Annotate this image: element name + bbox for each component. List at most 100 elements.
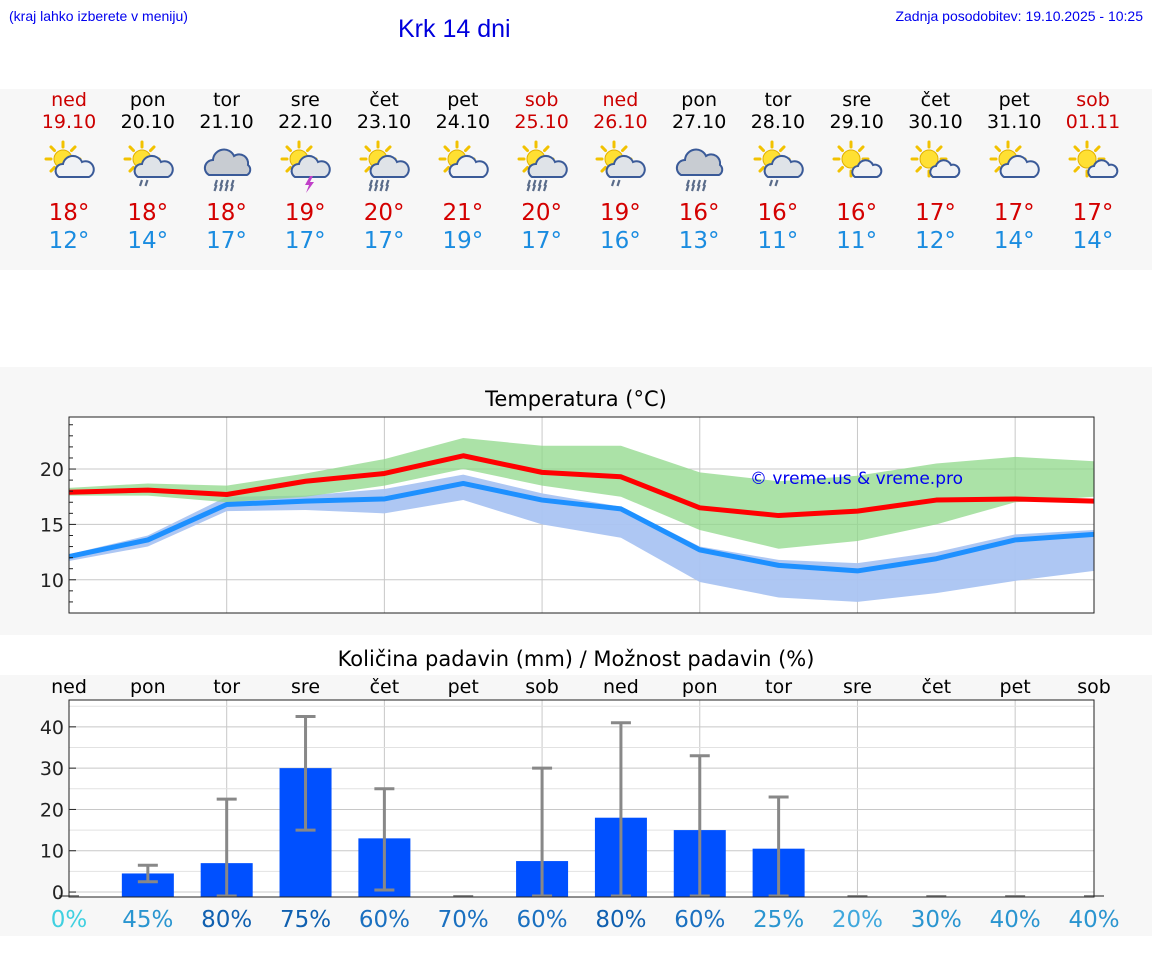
day-name: sre <box>842 89 872 111</box>
max-temperature: 16° <box>757 200 799 226</box>
plot-frame <box>68 699 1095 898</box>
cloud-heavy-rain-icon <box>676 148 724 192</box>
day-name: pon <box>681 89 718 111</box>
precipitation-probability: 60% <box>674 907 725 933</box>
min-temperature-line <box>68 480 1095 574</box>
day-date: 30.10 <box>908 111 963 133</box>
min-temperature: 12° <box>915 228 956 254</box>
x-category-label: pon <box>682 676 718 698</box>
sun-cloud-icon <box>989 140 1041 178</box>
day-date: 23.10 <box>356 111 412 133</box>
sun-cloud-small-icon <box>910 140 961 178</box>
max-temperature: 19° <box>599 200 641 226</box>
precipitation-probability: 60% <box>359 907 410 933</box>
y-tick-label: 15 <box>40 514 64 536</box>
day-column: tor 28.10 16° 11° <box>733 89 823 255</box>
day-date: 29.10 <box>829 111 884 133</box>
min-temperature: 17° <box>521 228 562 254</box>
y-tick-label: 40 <box>40 717 64 739</box>
temperature-chart-title: Temperatura (°C) <box>485 387 667 411</box>
precipitation-probability: 70% <box>438 907 489 933</box>
max-temperature-line <box>68 453 1095 519</box>
max-temperature: 20° <box>363 200 405 226</box>
x-category-label: sre <box>291 676 320 698</box>
day-name: tor <box>764 89 792 111</box>
day-column: pon 27.10 16° 13° <box>654 89 744 255</box>
day-name: čet <box>920 89 951 111</box>
min-temperature: 17° <box>363 228 405 254</box>
day-column: čet 23.10 20° 17° <box>339 89 429 255</box>
precipitation-probability: 0% <box>51 907 88 933</box>
day-date: 22.10 <box>278 111 333 133</box>
precipitation-chart-title: Količina padavin (mm) / Možnost padavin … <box>337 647 815 671</box>
max-temperature: 16° <box>678 200 720 226</box>
day-name: sob <box>1076 89 1110 111</box>
x-category-label: ned <box>51 676 87 698</box>
max-temperature: 18° <box>127 200 169 226</box>
min-temperature: 17° <box>206 228 247 254</box>
x-category-label: pet <box>448 676 479 698</box>
day-column: ned 19.10 18° 12° <box>24 89 114 255</box>
day-column: sob 25.10 20° 17° <box>497 89 587 255</box>
day-name: tor <box>213 89 240 111</box>
sun-cloud-rain-icon <box>595 140 647 187</box>
sun-cloud-rain-icon <box>753 140 804 187</box>
max-temperature: 17° <box>1072 200 1114 226</box>
min-temperature: 14° <box>993 228 1035 254</box>
day-date: 25.10 <box>514 111 569 133</box>
day-date: 28.10 <box>750 111 806 133</box>
plot-frame <box>68 416 1095 614</box>
day-name: pon <box>129 89 166 111</box>
x-category-label: pon <box>130 676 166 698</box>
precipitation-probability: 75% <box>280 907 331 933</box>
daily-forecast-band <box>0 89 1152 270</box>
min-temperature: 17° <box>284 228 326 254</box>
sun-cloud-heavy-rain-icon <box>359 140 410 192</box>
day-name: sob <box>524 89 559 111</box>
day-column: pet 31.10 17° 14° <box>969 89 1059 255</box>
x-category-label: pet <box>1000 676 1031 698</box>
y-tick-label: 0 <box>52 882 64 904</box>
day-column: pon 20.10 18° 14° <box>103 89 193 255</box>
x-category-label: čet <box>922 676 952 698</box>
precipitation-probability: 30% <box>911 907 962 933</box>
day-column: sre 29.10 16° 11° <box>812 89 902 255</box>
y-tick-label: 30 <box>40 758 64 780</box>
x-category-label: sob <box>525 676 559 698</box>
min-temperature: 14° <box>1072 228 1114 254</box>
day-date: 19.10 <box>41 111 97 133</box>
day-column: sre 22.10 19° 17° <box>260 89 350 255</box>
precipitation-probability: 80% <box>201 907 252 933</box>
day-name: pet <box>447 89 479 111</box>
day-date: 26.10 <box>593 111 648 133</box>
location-menu-hint: (kraj lahko izberete v meniju) <box>9 8 188 24</box>
precipitation-probability: 60% <box>517 907 568 933</box>
max-range-band <box>69 438 1094 549</box>
sun-cloud-icon <box>44 140 95 178</box>
precipitation-probability: 40% <box>1068 907 1119 933</box>
max-temperature: 20° <box>521 200 562 226</box>
cloud-heavy-rain-icon <box>203 148 251 192</box>
day-date: 21.10 <box>199 111 254 133</box>
y-tick-label: 20 <box>40 459 64 481</box>
min-temperature: 11° <box>757 228 799 254</box>
day-date: 24.10 <box>435 111 491 133</box>
day-date: 20.10 <box>120 111 175 133</box>
max-temperature: 19° <box>284 200 326 226</box>
x-category-label: čet <box>370 676 400 698</box>
sun-thunder-icon <box>280 140 332 193</box>
day-column: ned 26.10 19° 16° <box>575 89 665 255</box>
day-name: pet <box>998 89 1030 111</box>
watermark: © vreme.us & vreme.pro <box>750 469 963 489</box>
min-temperature: 11° <box>836 228 878 254</box>
day-column: pet 24.10 21° 19° <box>418 89 508 255</box>
sun-cloud-icon <box>438 140 489 178</box>
x-category-label: tor <box>765 676 792 698</box>
x-category-label: tor <box>213 676 240 698</box>
x-category-label: sre <box>843 676 872 698</box>
day-column: sob 01.11 17° 14° <box>1048 89 1138 255</box>
x-category-label: sob <box>1077 676 1111 698</box>
min-temperature: 14° <box>127 228 169 254</box>
day-column: tor 21.10 18° 17° <box>182 89 272 255</box>
